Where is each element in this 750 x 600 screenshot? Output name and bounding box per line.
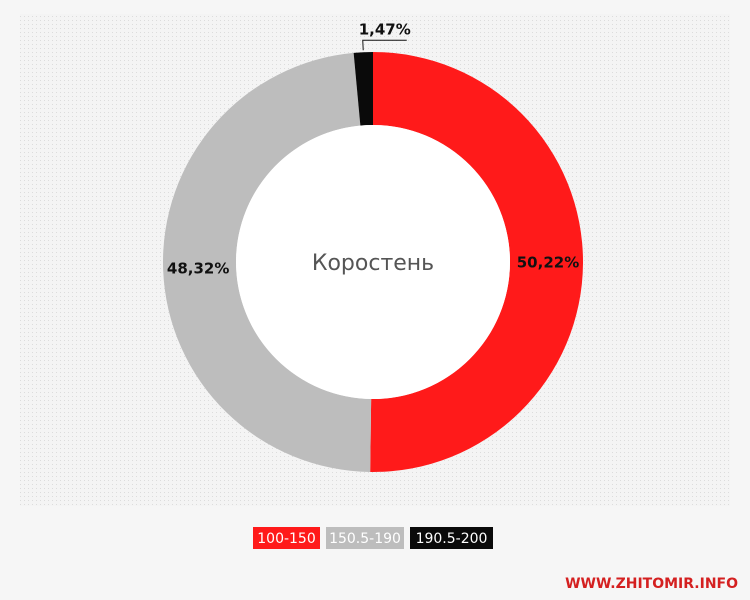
donut-hole <box>236 125 510 399</box>
legend-swatch <box>326 527 404 549</box>
legend-label: 100-150 <box>257 531 316 547</box>
watermark: WWW.ZHITOMIR.INFO <box>565 576 738 592</box>
legend-swatch <box>253 527 320 549</box>
donut-slice <box>353 52 373 126</box>
legend-label: 190.5-200 <box>416 531 488 547</box>
value-label: 48,32% <box>167 259 229 277</box>
legend-label: 150.5-190 <box>329 531 401 547</box>
value-label: 1,47% <box>359 21 411 39</box>
leader-line <box>362 39 407 51</box>
center-label: Коростень <box>312 251 434 276</box>
value-label: 50,22% <box>517 254 579 272</box>
donut-slice <box>163 52 372 472</box>
legend-swatch <box>410 527 493 549</box>
donut-slice <box>370 52 584 472</box>
